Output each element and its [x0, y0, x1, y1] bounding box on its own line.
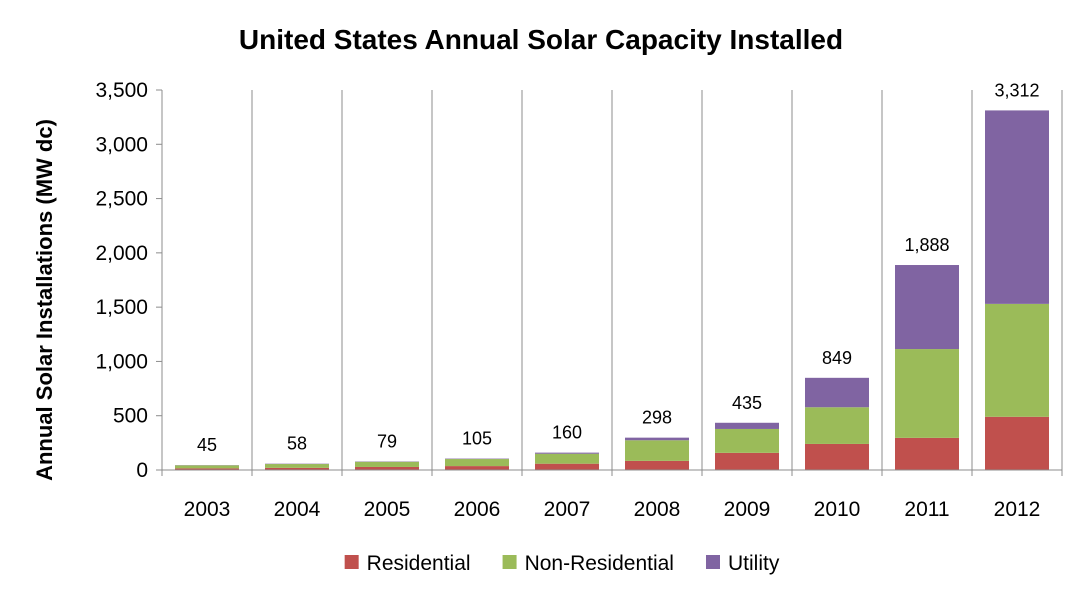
- bar-segment-utility-2008: [625, 437, 689, 441]
- total-label: 3,312: [994, 80, 1039, 100]
- y-axis-label: Annual Solar Installations (MW dc): [32, 119, 57, 481]
- total-label: 105: [462, 429, 492, 449]
- bar-segment-residential-2012: [985, 416, 1049, 470]
- bar-segment-non-residential-2010: [805, 407, 869, 444]
- bar-segment-non-residential-2008: [625, 440, 689, 461]
- x-tick-label: 2008: [634, 498, 681, 521]
- legend-swatch: [502, 555, 517, 569]
- x-tick-label: 2003: [184, 498, 231, 521]
- legend-item-non-residential: Non-Residential: [502, 552, 674, 575]
- bar-segment-non-residential-2011: [895, 349, 959, 438]
- bar-segment-utility-2007: [535, 452, 599, 454]
- y-tick-label: 0: [136, 459, 148, 482]
- x-tick-label: 2012: [994, 498, 1041, 521]
- x-tick-label: 2004: [274, 498, 321, 521]
- total-label: 79: [377, 431, 397, 451]
- bar-segment-residential-2007: [535, 463, 599, 470]
- total-label: 45: [197, 435, 217, 455]
- legend-swatch: [344, 555, 359, 569]
- total-label: 160: [552, 423, 582, 443]
- x-tick-label: 2011: [904, 498, 949, 521]
- legend-swatch: [705, 555, 720, 569]
- y-tick-labels: 0 500 1,000 1,500 2,000 2,500 3,000 3,500: [95, 79, 148, 482]
- bar-segment-residential-2009: [715, 452, 779, 470]
- legend-label: Utility: [728, 552, 780, 575]
- chart-title: United States Annual Solar Capacity Inst…: [239, 24, 843, 55]
- y-tick-label: 2,000: [95, 242, 148, 265]
- total-label: 849: [822, 348, 852, 368]
- bar-segment-residential-2010: [805, 443, 869, 470]
- total-labels: 45 58 79 105 160 298 435 849 1,888 3,312: [197, 80, 1040, 455]
- bar-segment-residential-2005: [355, 466, 419, 470]
- total-label: 58: [287, 434, 307, 454]
- bar-segment-non-residential-2007: [535, 453, 599, 464]
- x-tick-label: 2009: [724, 498, 771, 521]
- axes: [156, 89, 1063, 476]
- y-tick-label: 1,000: [95, 350, 148, 373]
- bar-segment-non-residential-2004: [265, 464, 329, 468]
- legend: Residential Non-Residential Utility: [344, 552, 780, 575]
- bar-segment-non-residential-2009: [715, 428, 779, 453]
- bars: [175, 110, 1049, 470]
- grid-lines: [251, 90, 1063, 470]
- total-label: 435: [732, 393, 762, 413]
- bar-segment-residential-2004: [265, 467, 329, 470]
- legend-label: Residential: [367, 552, 471, 575]
- x-tick-label: 2006: [454, 498, 501, 521]
- bar-segment-utility-2010: [805, 377, 869, 408]
- y-tick-label: 2,500: [95, 188, 148, 211]
- bar-segment-non-residential-2003: [175, 465, 239, 469]
- bar-segment-non-residential-2012: [985, 303, 1049, 417]
- bar-segment-utility-2012: [985, 110, 1049, 304]
- y-tick-label: 1,500: [95, 296, 148, 319]
- y-tick-label: 500: [113, 405, 148, 428]
- bar-segment-utility-2009: [715, 422, 779, 429]
- total-label: 298: [642, 408, 672, 428]
- legend-item-utility: Utility: [705, 552, 780, 575]
- y-tick-label: 3,500: [95, 79, 148, 102]
- total-label: 1,888: [904, 235, 949, 255]
- bar-segment-residential-2006: [445, 466, 509, 470]
- bar-segment-non-residential-2005: [355, 461, 419, 467]
- bar-segment-residential-2003: [175, 468, 239, 470]
- bar-segment-non-residential-2006: [445, 459, 509, 467]
- x-tick-label: 2007: [544, 498, 591, 521]
- y-tick-label: 3,000: [95, 133, 148, 156]
- x-tick-labels: 2003 2004 2005 2006 2007 2008 2009 2010 2011 2012: [184, 498, 1041, 521]
- x-tick-label: 2005: [364, 498, 411, 521]
- x-tick-label: 2010: [814, 498, 861, 521]
- legend-item-residential: Residential: [344, 552, 471, 575]
- bar-segment-utility-2011: [895, 265, 959, 350]
- legend-label: Non-Residential: [525, 552, 674, 575]
- bar-segment-residential-2008: [625, 460, 689, 470]
- bar-segment-residential-2011: [895, 437, 959, 470]
